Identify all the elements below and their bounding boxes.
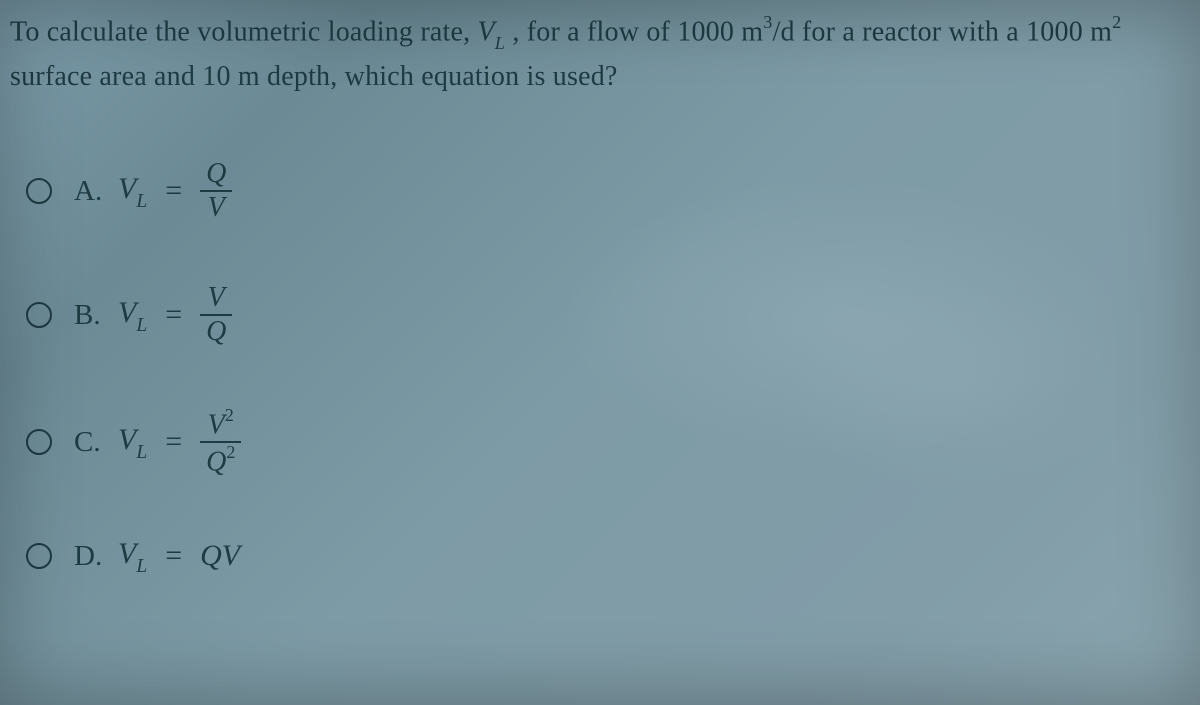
option-b-letter: B. [74,299,104,332]
q-var-V: V [477,16,494,47]
radio-d[interactable] [26,543,52,569]
options-container: A. VL = Q V B. VL = V Q C. VL [26,158,241,576]
option-c-letter: C. [74,426,104,459]
optA-lhs-sub: L [136,191,147,212]
optC-lhs-var: V [118,423,136,456]
optA-frac: Q V [200,158,232,224]
q-exp2: 2 [1112,12,1121,32]
optC-num-exp: 2 [225,405,234,425]
option-d[interactable]: D. VL = QV [26,537,241,576]
option-a[interactable]: A. VL = Q V [26,158,241,224]
optA-eq: = [165,174,182,208]
q-part2: , for a flow of 1000 m [505,16,763,47]
radio-a[interactable] [26,178,52,204]
option-b-formula: VL = V Q [118,282,232,348]
option-b[interactable]: B. VL = V Q [26,282,241,348]
q-part4: surface area and 10 m depth, which equat… [10,61,618,92]
optC-frac: V2 Q2 [200,406,241,479]
optB-num: V [202,282,231,314]
option-d-formula: VL = QV [118,537,240,576]
optA-lhs-var: V [118,172,136,205]
optC-den-base: Q [206,447,226,478]
optD-lhs-var: V [118,537,136,570]
optB-lhs-var: V [118,296,136,329]
q-exp3: 3 [763,12,772,32]
option-a-letter: A. [74,175,104,208]
optC-num-base: V [208,409,225,440]
optB-frac: V Q [200,282,232,348]
optC-eq: = [165,425,182,459]
q-var-sub: L [495,33,505,53]
radio-c[interactable] [26,429,52,455]
optD-rhs: QV [200,539,240,573]
optC-den-exp: 2 [226,442,235,462]
q-part1: To calculate the volumetric loading rate… [10,16,477,47]
option-a-formula: VL = Q V [118,158,232,224]
option-c-formula: VL = V2 Q2 [118,406,241,479]
optA-den: V [202,192,231,224]
optA-num: Q [200,158,232,190]
optC-num: V2 [202,406,240,441]
optB-eq: = [165,298,182,332]
optC-lhs-sub: L [136,442,147,463]
optB-lhs-sub: L [136,315,147,336]
optC-den: Q2 [200,443,241,478]
optB-den: Q [200,316,232,348]
question-text: To calculate the volumetric loading rate… [10,10,1190,99]
q-part3: /d for a reactor with a 1000 m [773,16,1113,47]
optD-eq: = [165,539,182,573]
radio-b[interactable] [26,302,52,328]
option-d-letter: D. [74,540,104,573]
optD-lhs-sub: L [136,556,147,577]
option-c[interactable]: C. VL = V2 Q2 [26,406,241,479]
